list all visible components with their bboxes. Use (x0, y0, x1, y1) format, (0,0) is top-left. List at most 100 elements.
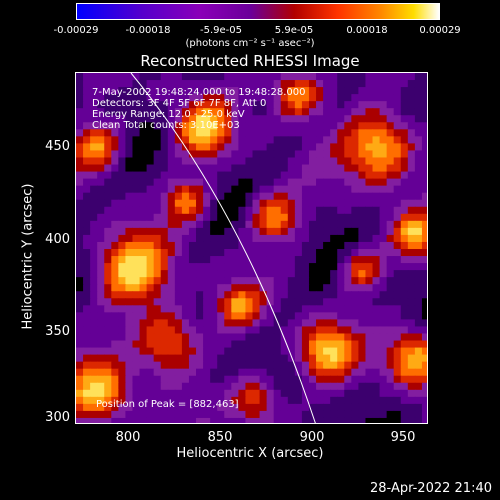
heatmap-cell (308, 270, 317, 278)
info-peak-position: Position of Peak = [882,463] (96, 399, 239, 410)
heatmap-cell (174, 234, 183, 243)
heatmap-cell (217, 115, 225, 123)
heatmap-cell (146, 87, 155, 95)
heatmap-cell (104, 220, 112, 229)
heatmap-cell (379, 333, 388, 342)
heatmap-cell (273, 80, 282, 88)
heatmap-cell (224, 417, 232, 423)
heatmap-cell (421, 333, 427, 342)
heatmap-cell (245, 101, 254, 109)
heatmap-cell (83, 305, 91, 313)
heatmap-cell (125, 389, 134, 398)
heatmap-cell (421, 164, 427, 173)
heatmap-cell (139, 312, 148, 320)
heatmap-cell (196, 108, 204, 116)
heatmap-cell (167, 382, 176, 391)
heatmap-cell (76, 157, 84, 166)
heatmap-cell (160, 220, 169, 229)
heatmap-cell (245, 150, 254, 159)
heatmap-cell (181, 403, 190, 412)
heatmap-cell (245, 206, 254, 215)
heatmap-cell (393, 87, 402, 95)
heatmap-cell (407, 178, 416, 187)
heatmap-cell (181, 101, 190, 109)
heatmap-cell (414, 417, 423, 423)
heatmap-cell (245, 94, 254, 102)
heatmap-cell (414, 206, 423, 215)
heatmap-cell (217, 326, 225, 335)
heatmap-cell (224, 368, 232, 377)
heatmap-cell (153, 375, 162, 384)
heatmap-cell (393, 101, 402, 109)
heatmap-cell (231, 312, 239, 320)
heatmap-cell (414, 87, 423, 95)
heatmap-cell (287, 129, 296, 137)
heatmap-cell (351, 171, 359, 180)
heatmap-cell (83, 403, 91, 412)
heatmap-cell (301, 312, 310, 320)
heatmap-cell (139, 136, 148, 144)
heatmap-cell (118, 291, 127, 299)
heatmap-cell (125, 178, 134, 187)
heatmap-cell (118, 164, 127, 173)
heatmap-cell (400, 403, 409, 412)
heatmap-cell (76, 87, 84, 95)
heatmap-cell (351, 256, 359, 264)
heatmap-cell (146, 136, 155, 144)
heatmap-cell (83, 256, 91, 264)
heatmap-cell (316, 291, 324, 299)
heatmap-cell (358, 368, 367, 377)
heatmap-cell (330, 375, 338, 384)
heatmap-cell (181, 80, 190, 88)
heatmap-cell (104, 403, 112, 412)
heatmap-cell (287, 249, 296, 257)
heatmap-cell (316, 277, 324, 285)
heatmap-cell (217, 192, 225, 201)
heatmap-cell (308, 312, 317, 320)
heatmap-cell (153, 199, 162, 208)
heatmap-cell (407, 101, 416, 109)
heatmap-cell (238, 396, 247, 405)
heatmap-cell (167, 115, 176, 123)
heatmap-cell (407, 115, 416, 123)
heatmap-cell (153, 410, 162, 419)
heatmap-cell (97, 305, 105, 313)
heatmap-cell (358, 305, 367, 313)
heatmap-cell (224, 241, 232, 250)
heatmap-cell (160, 277, 169, 285)
heatmap-cell (323, 171, 331, 180)
heatmap-cell (97, 80, 105, 88)
heatmap-cell (181, 164, 190, 173)
heatmap-cell (414, 108, 423, 116)
heatmap-cell (372, 157, 381, 166)
heatmap-cell (153, 143, 162, 152)
heatmap-cell (217, 73, 225, 81)
heatmap-cell (414, 164, 423, 173)
heatmap-cell (323, 94, 331, 102)
heatmap-cell (125, 256, 134, 264)
heatmap-cell (400, 340, 409, 349)
heatmap-cell (146, 115, 155, 123)
heatmap-cell (421, 417, 427, 423)
heatmap-cell (203, 122, 211, 130)
heatmap-cell (125, 284, 134, 292)
heatmap-cell (273, 157, 282, 166)
heatmap-cell (379, 312, 388, 320)
heatmap-cell (118, 270, 127, 278)
heatmap-cell (379, 122, 388, 130)
heatmap-cell (294, 263, 303, 271)
heatmap-cell (259, 150, 268, 159)
heatmap-cell (203, 220, 211, 229)
colorbar-tick-label: 0.00018 (346, 25, 388, 36)
heatmap-cell (259, 73, 268, 81)
heatmap-cell (266, 312, 275, 320)
heatmap-cell (323, 389, 331, 398)
heatmap-cell (76, 256, 84, 264)
heatmap-cell (280, 241, 289, 250)
heatmap-cell (83, 115, 91, 123)
heatmap-cell (196, 73, 204, 81)
heatmap-cell (245, 389, 254, 398)
heatmap-cell (146, 150, 155, 159)
heatmap-cell (83, 298, 91, 306)
heatmap-cell (125, 347, 134, 356)
